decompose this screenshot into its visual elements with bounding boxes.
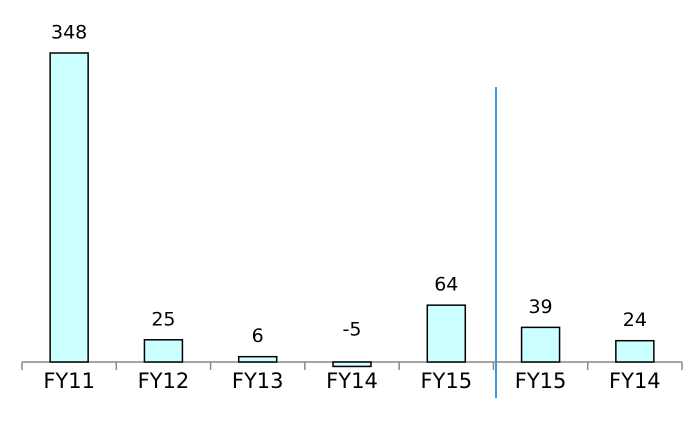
data-label: 24 [623,309,647,331]
bar [143,339,184,363]
data-label: 6 [252,325,264,347]
data-label: 25 [151,308,175,330]
bar [49,52,89,363]
x-tick-label: FY15 [420,369,472,393]
bar [615,339,655,363]
bar [237,355,278,363]
bar [332,361,372,368]
x-tick-label: FY12 [138,369,190,393]
x-tick-label: FY11 [43,369,95,393]
x-tick-label: FY14 [326,369,378,393]
data-label: 348 [51,22,87,44]
bar [520,326,561,363]
x-tick-label: FY15 [515,369,567,393]
data-label: 64 [434,274,458,296]
data-label: -5 [343,319,362,341]
x-tick-label: FY13 [232,369,284,393]
bar [426,304,467,363]
x-tick-label: FY14 [609,369,661,393]
data-label: 39 [528,296,552,318]
